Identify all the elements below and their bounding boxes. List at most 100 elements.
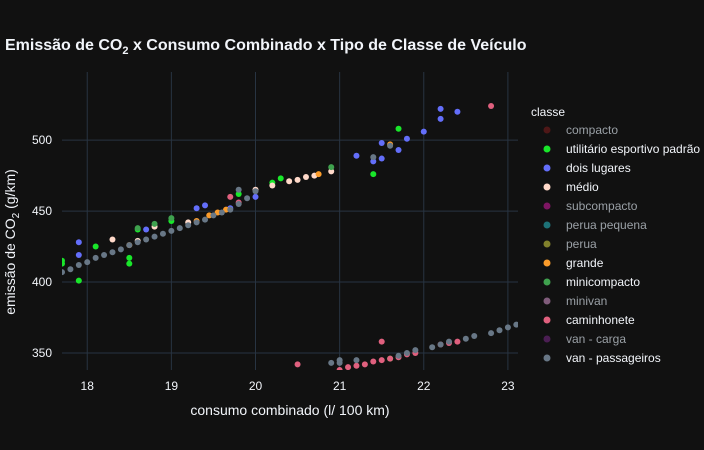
- point-van-passageiros[interactable]: [235, 200, 242, 207]
- legend-item-van-passageiros[interactable]: van - passageiros: [543, 351, 661, 365]
- point-caminhonete[interactable]: [488, 103, 495, 110]
- point-van-passageiros[interactable]: [75, 261, 82, 268]
- point-dois-lugares[interactable]: [437, 105, 444, 112]
- point-van-passageiros[interactable]: [210, 212, 217, 219]
- legend-item-subcompacto[interactable]: subcompacto: [543, 199, 638, 213]
- point-caminhonete[interactable]: [336, 367, 343, 373]
- point-medio[interactable]: [269, 182, 276, 189]
- point-minicompacto[interactable]: [151, 220, 158, 227]
- legend-item-van-carga[interactable]: van - carga: [543, 332, 627, 346]
- legend-item-minivan[interactable]: minivan: [543, 294, 608, 308]
- point-utilitario-esportivo-padrao[interactable]: [235, 191, 242, 198]
- point-caminhonete[interactable]: [378, 338, 385, 345]
- point-van-passageiros[interactable]: [143, 236, 150, 243]
- point-caminhonete[interactable]: [378, 357, 385, 364]
- legend[interactable]: compacto utilitário esportivo padrão dois …: [543, 123, 701, 365]
- point-dois-lugares[interactable]: [252, 193, 259, 200]
- point-van-passageiros[interactable]: [134, 239, 141, 246]
- legend-item-caminhonete[interactable]: caminhonete: [543, 313, 636, 327]
- point-caminhonete[interactable]: [387, 355, 394, 362]
- point-van-passageiros[interactable]: [252, 188, 259, 195]
- point-van-passageiros[interactable]: [471, 332, 478, 339]
- point-caminhonete[interactable]: [370, 358, 377, 365]
- point-van-passageiros[interactable]: [218, 209, 225, 216]
- legend-item-medio[interactable]: médio: [543, 180, 600, 194]
- point-dois-lugares[interactable]: [75, 252, 82, 259]
- point-van-passageiros[interactable]: [412, 347, 419, 354]
- point-van-passageiros[interactable]: [151, 233, 158, 240]
- point-van-passageiros[interactable]: [429, 344, 436, 351]
- point-van-passageiros[interactable]: [504, 324, 511, 331]
- point-medio[interactable]: [286, 178, 293, 185]
- point-van-passageiros[interactable]: [101, 252, 108, 259]
- point-van-passageiros[interactable]: [84, 259, 91, 266]
- point-van-passageiros[interactable]: [513, 321, 519, 328]
- point-dois-lugares[interactable]: [75, 239, 82, 246]
- point-van-passageiros[interactable]: [202, 216, 209, 223]
- point-van-passageiros[interactable]: [185, 222, 192, 229]
- legend-item-perua[interactable]: perua: [543, 237, 598, 251]
- point-grande[interactable]: [315, 171, 322, 178]
- point-van-passageiros[interactable]: [488, 330, 495, 337]
- point-dois-lugares[interactable]: [378, 139, 385, 146]
- point-van-passageiros[interactable]: [109, 249, 116, 256]
- point-van-passageiros[interactable]: [117, 246, 124, 253]
- point-van-passageiros[interactable]: [328, 359, 335, 366]
- point-van-passageiros[interactable]: [235, 186, 242, 193]
- point-van-passageiros[interactable]: [59, 269, 65, 276]
- point-van-passageiros[interactable]: [92, 254, 99, 261]
- point-dois-lugares[interactable]: [143, 226, 150, 233]
- point-dois-lugares[interactable]: [353, 152, 360, 159]
- point-van-passageiros[interactable]: [176, 225, 183, 232]
- point-utilitario-esportivo-padrao[interactable]: [59, 260, 65, 267]
- legend-item-compacto[interactable]: compacto: [543, 123, 619, 137]
- point-medio[interactable]: [294, 176, 301, 183]
- point-van-passageiros[interactable]: [446, 338, 453, 345]
- point-medio[interactable]: [109, 236, 116, 243]
- point-van-passageiros[interactable]: [67, 266, 74, 273]
- point-dois-lugares[interactable]: [403, 135, 410, 142]
- point-minicompacto[interactable]: [328, 164, 335, 171]
- point-utilitario-esportivo-padrao[interactable]: [395, 125, 402, 132]
- point-van-passageiros[interactable]: [437, 341, 444, 348]
- point-caminhonete[interactable]: [361, 361, 368, 368]
- point-van-passageiros[interactable]: [387, 142, 394, 149]
- point-van-passageiros[interactable]: [403, 349, 410, 356]
- point-dois-lugares[interactable]: [370, 158, 377, 165]
- point-dois-lugares[interactable]: [454, 108, 461, 115]
- point-utilitario-esportivo-padrao[interactable]: [92, 243, 99, 250]
- point-caminhonete[interactable]: [353, 362, 360, 369]
- point-minicompacto[interactable]: [134, 225, 141, 232]
- point-van-passageiros[interactable]: [193, 219, 200, 226]
- point-caminhonete[interactable]: [227, 193, 234, 200]
- point-utilitario-esportivo-padrao[interactable]: [126, 260, 133, 267]
- point-van-passageiros[interactable]: [168, 227, 175, 234]
- point-van-passageiros[interactable]: [353, 357, 360, 364]
- point-van-passageiros[interactable]: [227, 206, 234, 213]
- legend-item-utilitario-esportivo-padrao[interactable]: utilitário esportivo padrão: [543, 142, 701, 156]
- point-caminhonete[interactable]: [454, 338, 461, 345]
- point-utilitario-esportivo-padrao[interactable]: [126, 254, 133, 261]
- point-dois-lugares[interactable]: [193, 205, 200, 212]
- point-grande[interactable]: [223, 206, 230, 213]
- legend-item-minicompacto[interactable]: minicompacto: [543, 275, 641, 289]
- point-caminhonete[interactable]: [294, 361, 301, 368]
- point-van-passageiros[interactable]: [336, 357, 343, 364]
- point-dois-lugares[interactable]: [437, 115, 444, 122]
- point-dois-lugares[interactable]: [395, 147, 402, 154]
- point-utilitario-esportivo-padrao[interactable]: [370, 171, 377, 178]
- point-dois-lugares[interactable]: [420, 128, 427, 135]
- point-van-passageiros[interactable]: [496, 327, 503, 334]
- point-minicompacto[interactable]: [168, 215, 175, 222]
- legend-item-dois-lugares[interactable]: dois lugares: [543, 161, 631, 175]
- legend-item-perua-pequena[interactable]: perua pequena: [543, 218, 648, 232]
- point-grande[interactable]: [214, 209, 221, 216]
- point-van-passageiros[interactable]: [395, 352, 402, 359]
- point-van-passageiros[interactable]: [462, 335, 469, 342]
- point-van-passageiros[interactable]: [244, 195, 251, 202]
- point-medio[interactable]: [302, 174, 309, 181]
- point-van-passageiros[interactable]: [159, 230, 166, 237]
- point-van-passageiros[interactable]: [370, 154, 377, 161]
- point-utilitario-esportivo-padrao[interactable]: [277, 175, 284, 182]
- point-dois-lugares[interactable]: [378, 155, 385, 162]
